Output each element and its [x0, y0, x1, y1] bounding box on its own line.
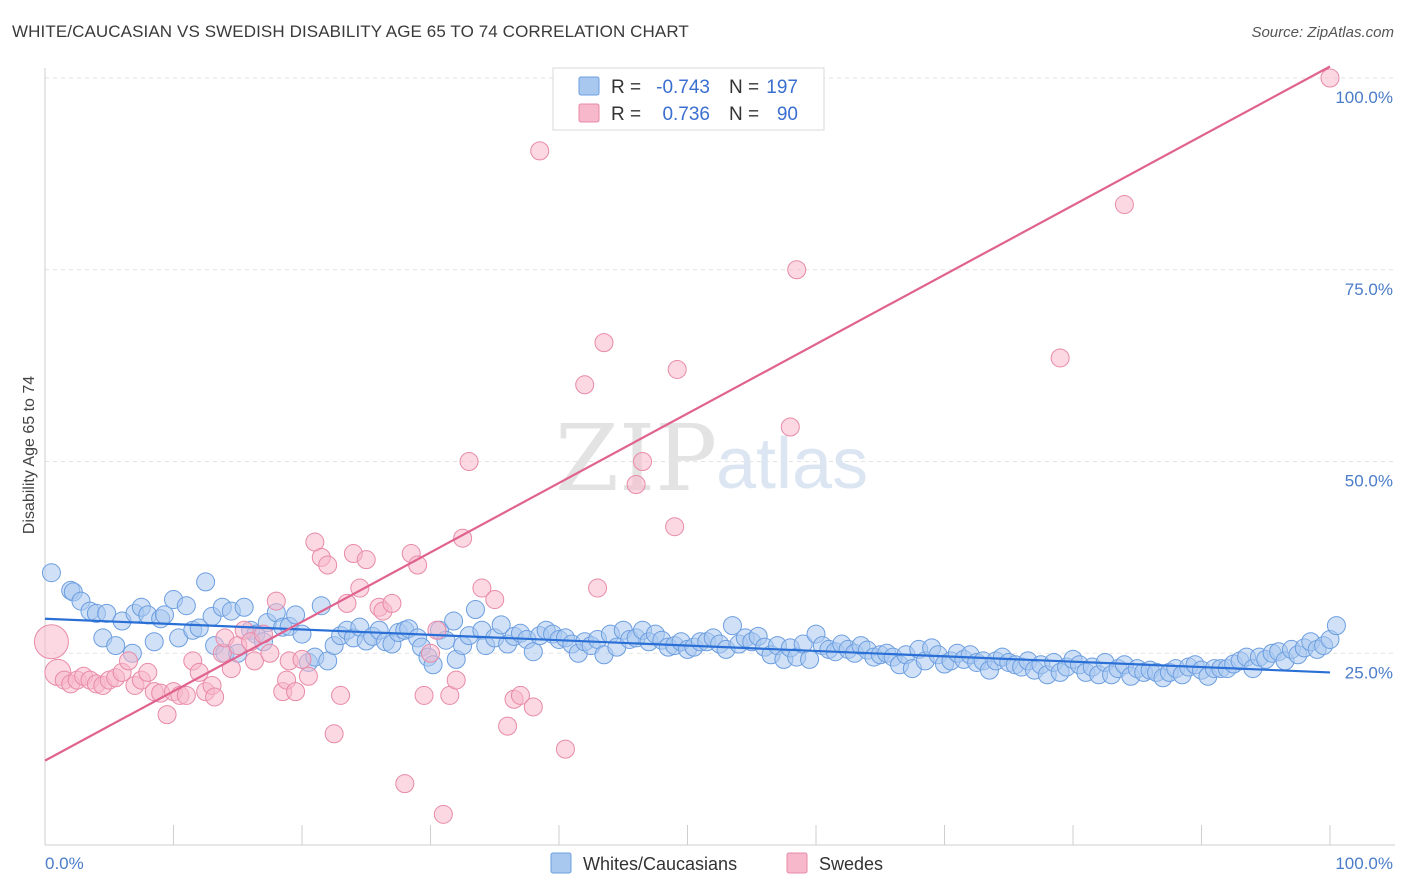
swedes-point	[395, 774, 415, 794]
swedes-point	[498, 716, 518, 736]
bottom-legend: Whites/Caucasians Swedes	[550, 852, 883, 874]
whites-point	[444, 611, 464, 631]
legend-n-value-whites: 197	[766, 77, 798, 98]
y-tick-label: 25.0%	[1345, 663, 1393, 682]
whites-point	[144, 632, 164, 652]
y-tick-labels: 25.0% 50.0% 75.0% 100.0%	[1335, 88, 1393, 682]
whites-point	[106, 636, 126, 656]
whites-point	[523, 642, 543, 662]
gridlines	[45, 77, 1395, 654]
legend-n-label-swedes: N =	[729, 104, 759, 125]
whites-point	[196, 572, 216, 592]
swedes-point	[427, 620, 447, 640]
swedes-point	[119, 651, 139, 671]
swedes-point	[382, 593, 402, 613]
whites-point	[292, 624, 312, 644]
whites-point	[176, 596, 196, 616]
whites-point	[491, 615, 511, 635]
legend-r-label-whites: R =	[611, 77, 641, 98]
legend-r-label-swedes: R =	[611, 104, 641, 125]
legend-r-value-whites: -0.743	[656, 77, 710, 98]
whites-point	[465, 600, 485, 620]
x-tick-label-max: 100.0%	[1335, 854, 1393, 873]
swedes-point	[665, 517, 685, 537]
swedes-point	[530, 141, 550, 161]
y-tick-label: 100.0%	[1335, 88, 1393, 107]
swedes-point	[286, 682, 306, 702]
y-tick-label: 50.0%	[1345, 472, 1393, 491]
swedes-point	[266, 591, 286, 611]
swedes-point	[667, 359, 687, 379]
swedes-point	[472, 578, 492, 598]
swedes-point	[594, 333, 614, 353]
swedes-point	[244, 651, 264, 671]
whites-point	[234, 597, 254, 617]
swedes-point	[523, 697, 543, 717]
bottom-legend-swatch-whites	[550, 852, 572, 874]
swedes-point	[633, 452, 653, 471]
whites-point	[41, 563, 61, 583]
swedes-point	[157, 705, 177, 725]
whites-point	[1326, 616, 1346, 636]
bottom-legend-label-whites: Whites/Caucasians	[583, 854, 737, 874]
swedes-point	[626, 475, 646, 495]
swedes-point	[260, 643, 280, 663]
watermark-atlas: atlas	[716, 424, 868, 504]
swedes-point	[318, 555, 338, 575]
whites-point	[800, 649, 820, 669]
swedes-point	[787, 260, 807, 280]
trend-lines	[44, 65, 1331, 762]
whites-point	[722, 616, 742, 636]
swedes-point	[205, 687, 225, 707]
swedes-point	[33, 624, 69, 660]
legend-swatch-whites	[578, 76, 600, 96]
swedes-point	[433, 804, 453, 824]
swedes-point	[1320, 68, 1340, 88]
legend-r-value-swedes: 0.736	[662, 104, 710, 125]
whites-trend-line	[44, 617, 1331, 674]
swedes-point	[588, 578, 608, 598]
legend-n-label-whites: N =	[729, 77, 759, 98]
swedes-point	[176, 685, 196, 705]
bottom-legend-swatch-swedes	[786, 852, 808, 874]
legend-box: R = -0.743 N = 197 R = 0.736 N = 90	[552, 67, 825, 131]
swedes-point	[485, 590, 505, 610]
swedes-point	[356, 550, 376, 570]
y-axis-label: Disability Age 65 to 74	[21, 376, 38, 534]
whites-point	[286, 605, 306, 625]
x-axis-ticks	[173, 825, 1331, 845]
y-tick-label: 75.0%	[1345, 280, 1393, 299]
legend-swatch-swedes	[578, 103, 600, 123]
swedes-point	[1114, 195, 1134, 215]
whites-point	[189, 618, 209, 638]
bottom-legend-label-swedes: Swedes	[819, 854, 883, 874]
swedes-point	[331, 685, 351, 705]
swedes-point	[575, 375, 595, 395]
swedes-point	[324, 724, 344, 744]
swedes-point	[446, 670, 466, 690]
swedes-point	[414, 685, 434, 705]
chart-title: WHITE/CAUCASIAN VS SWEDISH DISABILITY AG…	[12, 22, 689, 41]
swedes-point	[780, 417, 800, 437]
swedes-point	[292, 649, 312, 669]
swedes-point	[459, 452, 479, 471]
legend-n-value-swedes: 90	[777, 104, 798, 125]
swedes-point	[421, 643, 440, 663]
swedes-point	[510, 685, 530, 705]
swedes-trend-line	[44, 65, 1331, 762]
swedes-point	[298, 666, 318, 686]
chart-source: Source: ZipAtlas.com	[1251, 24, 1394, 41]
swedes-point	[555, 739, 575, 759]
x-tick-label-min: 0.0%	[45, 854, 84, 873]
swedes-point	[138, 662, 158, 682]
swedes-point	[1050, 348, 1070, 368]
